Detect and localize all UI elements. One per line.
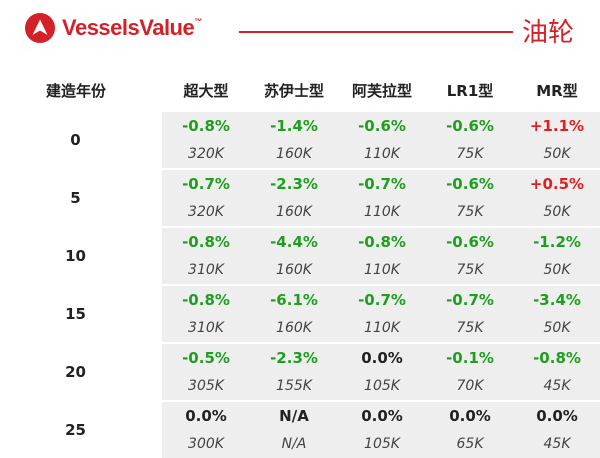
- change-cell-lr1: 0.0%: [426, 400, 514, 430]
- build-year-cell: 5: [70, 189, 81, 207]
- trademark-symbol: ™: [194, 17, 202, 26]
- table-header-row: 建造年份 超大型 苏伊士型 阿芙拉型 LR1型 MR型: [16, 70, 600, 111]
- change-cell-lr1: -0.7%: [426, 284, 514, 314]
- build-year-cell: 20: [65, 363, 86, 381]
- change-cell-vlcc: -0.8%: [162, 110, 250, 140]
- value-cell-aframax: 110K: [338, 256, 426, 285]
- value-cell-suezmax: 155K: [250, 372, 338, 401]
- change-cell-mr: +1.1%: [514, 110, 600, 140]
- column-header-mr: MR型: [536, 81, 578, 100]
- change-cell-mr: 0.0%: [514, 400, 600, 430]
- column-header-lr1: LR1型: [446, 81, 494, 100]
- value-cell-vlcc: 310K: [162, 314, 250, 343]
- change-cell-vlcc: -0.7%: [162, 168, 250, 198]
- value-cell-suezmax: 160K: [250, 140, 338, 169]
- change-cell-lr1: -0.6%: [426, 168, 514, 198]
- change-cell-lr1: -0.6%: [426, 226, 514, 256]
- value-cell-vlcc: 320K: [162, 198, 250, 227]
- change-cell-lr1: -0.1%: [426, 342, 514, 372]
- change-cell-lr1: -0.6%: [426, 110, 514, 140]
- vesselsvalue-logo-icon: [25, 13, 55, 43]
- value-cell-vlcc: 310K: [162, 256, 250, 285]
- value-cell-mr: 50K: [514, 314, 600, 343]
- build-year-cell: 15: [65, 305, 86, 323]
- table-row: 15 -0.8% -6.1% -0.7% -0.7% -3.4%: [16, 284, 600, 323]
- value-cell-mr: 50K: [514, 256, 600, 285]
- value-cell-vlcc: 300K: [162, 430, 250, 458]
- build-year-cell: 0: [70, 131, 81, 149]
- change-cell-vlcc: -0.8%: [162, 226, 250, 256]
- change-cell-suezmax: -6.1%: [250, 284, 338, 314]
- change-cell-mr: +0.5%: [514, 168, 600, 198]
- brand-name: VesselsValue™: [62, 15, 202, 40]
- table-row: 20 -0.5% -2.3% 0.0% -0.1% -0.8%: [16, 342, 600, 381]
- table-body: 0 -0.8% -1.4% -0.6% -0.6% +1.1% 320K 160K 110K 75…: [16, 110, 600, 458]
- table-row: 320K 160K 110K 75K 50K: [16, 140, 600, 169]
- value-cell-lr1: 75K: [426, 198, 514, 227]
- change-cell-suezmax: -4.4%: [250, 226, 338, 256]
- value-cell-aframax: 110K: [338, 314, 426, 343]
- change-cell-aframax: 0.0%: [338, 400, 426, 430]
- column-header-build-year: 建造年份: [46, 82, 107, 100]
- change-cell-vlcc: -0.8%: [162, 284, 250, 314]
- value-cell-aframax: 105K: [338, 372, 426, 401]
- change-cell-suezmax: N/A: [250, 400, 338, 430]
- value-cell-mr: 50K: [514, 198, 600, 227]
- value-cell-lr1: 75K: [426, 140, 514, 169]
- value-cell-lr1: 70K: [426, 372, 514, 401]
- change-cell-suezmax: -2.3%: [250, 168, 338, 198]
- page-header: VesselsValue™ 油轮: [0, 0, 600, 62]
- value-cell-lr1: 75K: [426, 314, 514, 343]
- value-cell-suezmax: 160K: [250, 256, 338, 285]
- table-row: 305K 155K 105K 70K 45K: [16, 372, 600, 401]
- column-header-suezmax: 苏伊士型: [263, 81, 324, 100]
- value-cell-vlcc: 305K: [162, 372, 250, 401]
- table-row: 10 -0.8% -4.4% -0.8% -0.6% -1.2%: [16, 226, 600, 265]
- change-cell-vlcc: 0.0%: [162, 400, 250, 430]
- column-header-aframax: 阿芙拉型: [351, 81, 412, 100]
- value-cell-aframax: 110K: [338, 140, 426, 169]
- value-cell-suezmax: 160K: [250, 314, 338, 343]
- change-cell-vlcc: -0.5%: [162, 342, 250, 372]
- value-cell-lr1: 75K: [426, 256, 514, 285]
- value-cell-mr: 50K: [514, 140, 600, 169]
- page-title: 油轮: [522, 18, 575, 48]
- table-row: 310K 160K 110K 75K 50K: [16, 256, 600, 285]
- value-cell-aframax: 105K: [338, 430, 426, 458]
- change-cell-aframax: -0.8%: [338, 226, 426, 256]
- value-cell-mr: 45K: [514, 430, 600, 458]
- change-cell-aframax: -0.7%: [338, 284, 426, 314]
- change-cell-aframax: -0.7%: [338, 168, 426, 198]
- change-cell-aframax: 0.0%: [338, 342, 426, 372]
- column-header-vlcc: 超大型: [183, 81, 229, 100]
- change-cell-suezmax: -1.4%: [250, 110, 338, 140]
- value-cell-lr1: 65K: [426, 430, 514, 458]
- table-row: 310K 160K 110K 75K 50K: [16, 314, 600, 343]
- table-row: 320K 160K 110K 75K 50K: [16, 198, 600, 227]
- change-cell-mr: -0.8%: [514, 342, 600, 372]
- value-cell-suezmax: 160K: [250, 198, 338, 227]
- table-row: 5 -0.7% -2.3% -0.7% -0.6% +0.5%: [16, 168, 600, 207]
- change-cell-mr: -3.4%: [514, 284, 600, 314]
- change-cell-aframax: -0.6%: [338, 110, 426, 140]
- value-cell-vlcc: 320K: [162, 140, 250, 169]
- tanker-values-table: 建造年份 超大型 苏伊士型 阿芙拉型 LR1型 MR型 0 -0.8% -1.4% -…: [16, 70, 600, 458]
- change-cell-suezmax: -2.3%: [250, 342, 338, 372]
- table-row: 0 -0.8% -1.4% -0.6% -0.6% +1.1%: [16, 110, 600, 149]
- build-year-cell: 10: [65, 247, 86, 265]
- value-cell-aframax: 110K: [338, 198, 426, 227]
- value-cell-mr: 45K: [514, 372, 600, 401]
- value-cell-suezmax: N/A: [250, 430, 338, 458]
- table-row: 25 0.0% N/A 0.0% 0.0% 0.0%: [16, 400, 600, 439]
- build-year-cell: 25: [65, 420, 86, 439]
- change-cell-mr: -1.2%: [514, 226, 600, 256]
- header-divider: [239, 31, 513, 33]
- vesselsvalue-logo[interactable]: VesselsValue™: [24, 11, 214, 45]
